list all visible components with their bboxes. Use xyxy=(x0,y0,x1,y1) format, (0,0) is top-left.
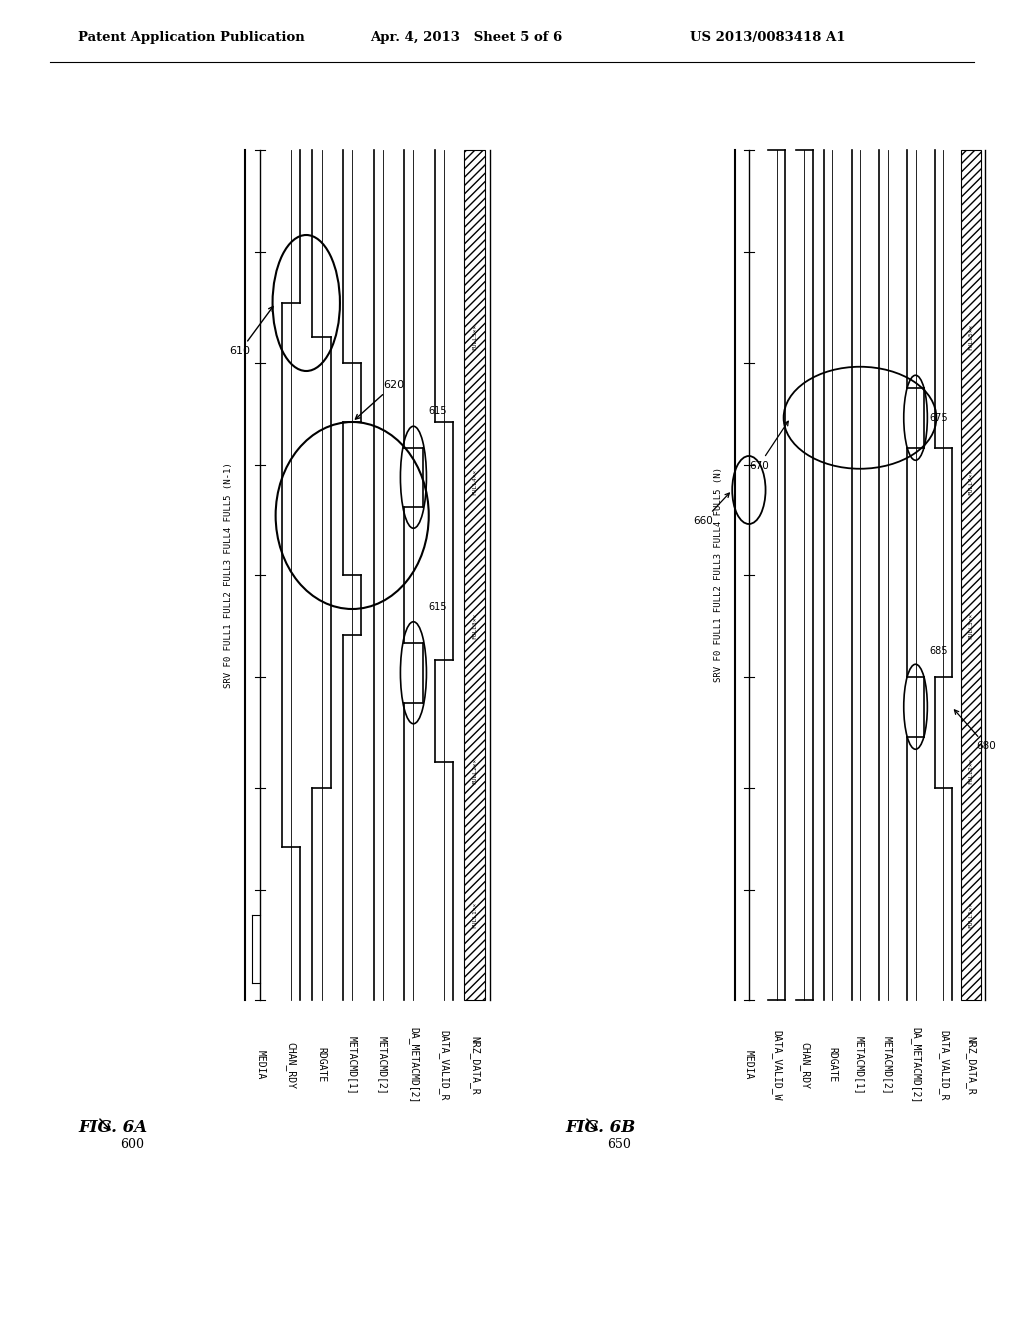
Text: DATA_VALID_W: DATA_VALID_W xyxy=(771,1030,782,1101)
Text: RDGATE: RDGATE xyxy=(316,1047,327,1082)
Text: FULL3××: FULL3×× xyxy=(472,612,477,639)
Text: FULL1××: FULL1×× xyxy=(969,902,974,928)
Text: 670: 670 xyxy=(749,421,788,471)
Text: DATA_VALID_R: DATA_VALID_R xyxy=(938,1030,949,1101)
Text: METACMD[2]: METACMD[2] xyxy=(883,1036,893,1094)
Text: 685: 685 xyxy=(930,645,948,656)
Text: 610: 610 xyxy=(229,306,273,356)
Text: RDGATE: RDGATE xyxy=(827,1047,838,1082)
Text: MEDIA: MEDIA xyxy=(255,1051,265,1080)
Text: DA_METACMD[2]: DA_METACMD[2] xyxy=(408,1027,419,1104)
Text: 615: 615 xyxy=(429,407,447,416)
Text: MEDIA: MEDIA xyxy=(743,1051,754,1080)
Text: DATA_VALID_R: DATA_VALID_R xyxy=(438,1030,450,1101)
Text: Apr. 4, 2013   Sheet 5 of 6: Apr. 4, 2013 Sheet 5 of 6 xyxy=(370,32,562,45)
Bar xyxy=(464,150,485,1001)
Text: FULL3××: FULL3×× xyxy=(969,612,974,639)
Text: FULL4××: FULL4×× xyxy=(969,469,974,495)
Text: 660: 660 xyxy=(693,494,729,525)
Text: SRV F0 FULL1 FULL2 FULL3 FULL4 FULL5 (N-1): SRV F0 FULL1 FULL2 FULL3 FULL4 FULL5 (N-… xyxy=(224,462,233,688)
Text: FIG. 6A: FIG. 6A xyxy=(78,1118,147,1135)
Text: NRZ_DATA_R: NRZ_DATA_R xyxy=(966,1036,977,1094)
Text: CHAN_RDY: CHAN_RDY xyxy=(286,1041,296,1089)
Text: FULL2××: FULL2×× xyxy=(472,758,477,784)
Bar xyxy=(962,150,981,1001)
Text: 680: 680 xyxy=(954,710,996,751)
Text: FIG. 6B: FIG. 6B xyxy=(565,1118,635,1135)
Text: CHAN_RDY: CHAN_RDY xyxy=(799,1041,810,1089)
Text: METACMD[2]: METACMD[2] xyxy=(378,1036,388,1094)
Text: 650: 650 xyxy=(607,1138,631,1151)
Text: METACMD[1]: METACMD[1] xyxy=(347,1036,357,1094)
Text: FULL2××: FULL2×× xyxy=(969,758,974,784)
Text: Patent Application Publication: Patent Application Publication xyxy=(78,32,305,45)
Text: FULL5××: FULL5×× xyxy=(969,323,974,350)
Text: 600: 600 xyxy=(120,1138,144,1151)
Text: 620: 620 xyxy=(355,380,403,420)
Text: 615: 615 xyxy=(429,602,447,611)
Text: FULL4××: FULL4×× xyxy=(472,469,477,495)
Text: 675: 675 xyxy=(930,413,948,422)
Text: METACMD[1]: METACMD[1] xyxy=(855,1036,865,1094)
Text: US 2013/0083418 A1: US 2013/0083418 A1 xyxy=(690,32,846,45)
Text: NRZ_DATA_R: NRZ_DATA_R xyxy=(469,1036,480,1094)
Text: FULL5××: FULL5×× xyxy=(472,323,477,350)
Text: DA_METACMD[2]: DA_METACMD[2] xyxy=(910,1027,921,1104)
Text: SRV F0 FULL1 FULL2 FULL3 FULL4 FULL5 (N): SRV F0 FULL1 FULL2 FULL3 FULL4 FULL5 (N) xyxy=(714,467,723,682)
Text: FULL1××: FULL1×× xyxy=(472,902,477,928)
